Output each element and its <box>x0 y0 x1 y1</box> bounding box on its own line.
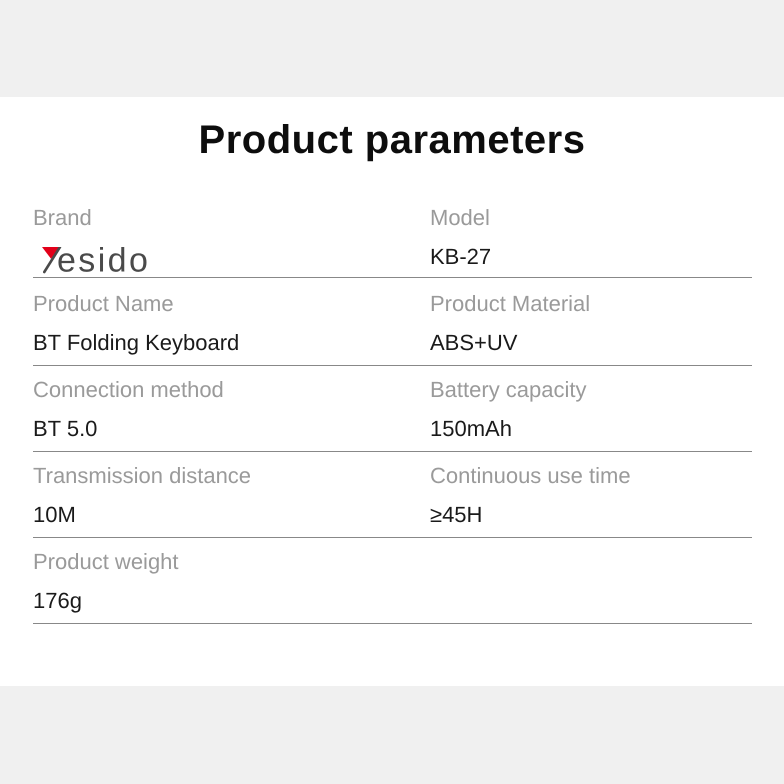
svg-text:esido: esido <box>57 247 150 277</box>
